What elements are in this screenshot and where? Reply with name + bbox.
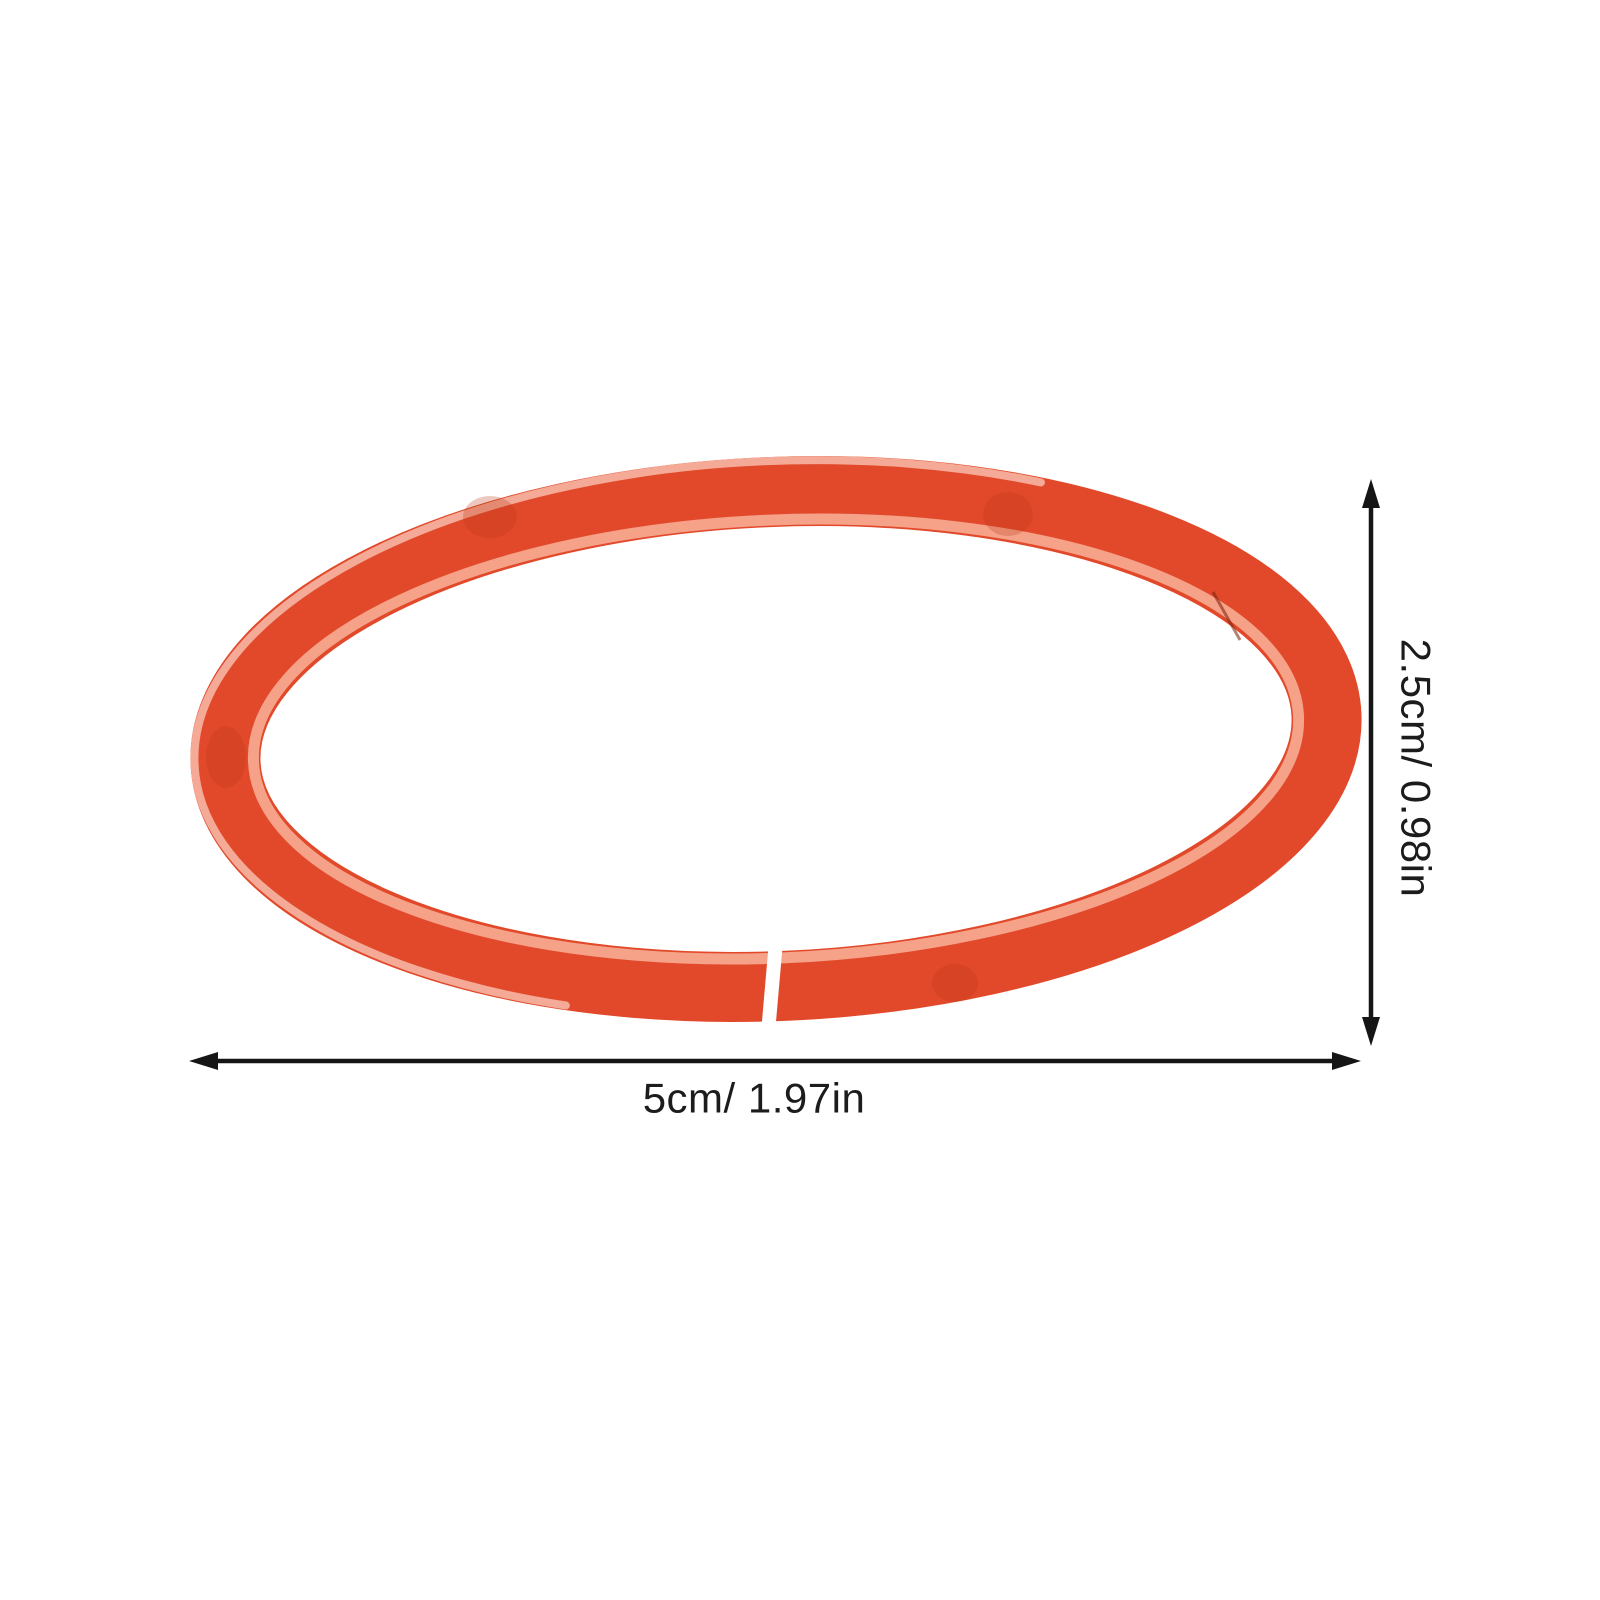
width-dimension-arrow [189, 1052, 1361, 1070]
mold-mark [932, 964, 978, 1002]
oval-ring [190, 456, 1362, 1022]
ring-mold-marks [206, 492, 1033, 1002]
height-dimension-arrow [1362, 479, 1380, 1046]
arrowhead-left-icon [189, 1052, 218, 1070]
mold-mark [206, 726, 246, 788]
arrowhead-right-icon [1332, 1052, 1361, 1070]
arrowhead-down-icon [1362, 1017, 1380, 1046]
width-dimension-label: 5cm/ 1.97in [643, 1075, 866, 1122]
ring-inner-edge-highlight [247, 513, 1305, 965]
arrowhead-up-icon [1362, 479, 1380, 508]
ring-outer-edge-highlight [190, 456, 1362, 1022]
ring-scratch [1211, 591, 1242, 641]
mold-mark [983, 492, 1033, 536]
mold-mark [463, 496, 517, 538]
ring-band [190, 456, 1362, 1022]
height-dimension-label: 2.5cm/ 0.98in [1393, 639, 1440, 898]
ring-split-gap [761, 943, 783, 1031]
